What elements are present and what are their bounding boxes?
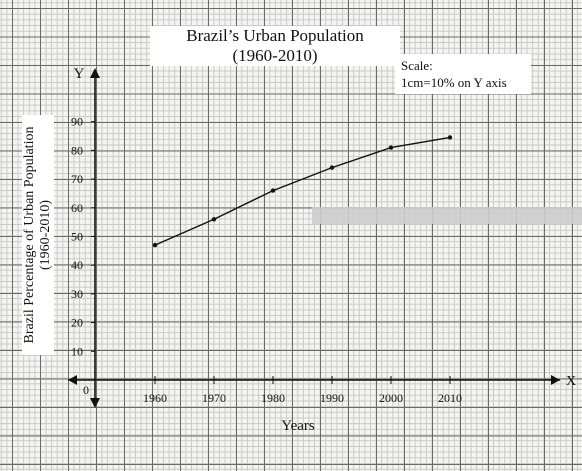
y-tick-label: 20 — [71, 316, 83, 330]
data-point — [447, 135, 453, 140]
y-tick-label: 50 — [71, 230, 83, 244]
x-tick-label: 1980 — [261, 391, 285, 405]
x-tick-label: 2010 — [438, 391, 462, 405]
data-point — [329, 165, 335, 170]
data-point — [388, 145, 394, 150]
y-tick-label: 80 — [71, 143, 83, 157]
chart-title-box: Brazil’s Urban Population (1960-2010) — [150, 26, 400, 66]
y-tick-label: 60 — [71, 201, 83, 215]
x-tick-label: 1990 — [320, 391, 344, 405]
y-tick-label: 10 — [71, 344, 83, 358]
data-point — [270, 188, 276, 193]
x-axis-title: Years — [281, 418, 315, 434]
x-axis-right-arrow — [551, 375, 560, 385]
y-tick-label: 70 — [71, 172, 83, 186]
scale-note: Scale: 1cm=10% on Y axis — [395, 54, 531, 94]
y-tick-label: 40 — [71, 258, 83, 272]
shaded-strip — [312, 207, 582, 224]
origin-label: 0 — [83, 383, 89, 397]
data-point — [211, 217, 217, 222]
y-tick-label: 90 — [71, 115, 83, 129]
y-axis-up-arrow — [90, 68, 100, 78]
y-axis-letter: Y — [74, 66, 85, 82]
x-axis-letter: X — [566, 374, 576, 389]
x-axis-left-arrow — [68, 375, 77, 385]
scale-note-title: Scale: — [401, 58, 433, 73]
chart-title: Brazil’s Urban Population — [186, 26, 364, 45]
y-axis-down-arrow — [90, 398, 100, 408]
scale-note-body: 1cm=10% on Y axis — [401, 75, 507, 90]
x-tick-label: 1970 — [202, 391, 226, 405]
x-tick-label: 2000 — [379, 391, 403, 405]
series-line — [154, 136, 451, 246]
y-tick-label: 30 — [71, 287, 83, 301]
x-tick-label: 1960 — [143, 391, 167, 405]
chart-subtitle: (1960-2010) — [232, 46, 318, 65]
data-point — [152, 242, 158, 248]
